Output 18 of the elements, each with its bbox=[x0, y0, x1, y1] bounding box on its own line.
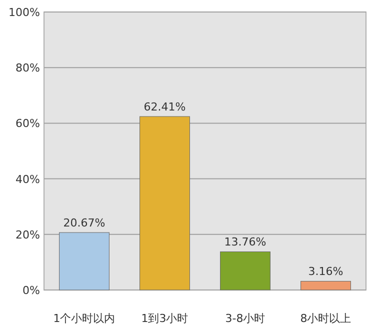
x-tick-label: 1个小时以内 bbox=[53, 312, 116, 325]
bar bbox=[59, 232, 110, 290]
y-tick-label: 20% bbox=[16, 228, 40, 242]
data-label: 13.76% bbox=[224, 236, 266, 249]
y-tick-label: 60% bbox=[16, 117, 40, 130]
bar bbox=[300, 280, 351, 290]
y-tick-label: 100% bbox=[8, 6, 40, 19]
y-tick-label: 0% bbox=[22, 284, 40, 297]
bar bbox=[140, 116, 190, 290]
data-label: 3.16% bbox=[308, 265, 344, 278]
data-label: 62.41% bbox=[144, 100, 186, 114]
x-tick-label: 1到3小时 bbox=[141, 312, 188, 325]
bar bbox=[220, 251, 270, 290]
y-tick-label: 40% bbox=[16, 172, 40, 186]
x-tick-label: 3-8小时 bbox=[225, 312, 266, 325]
x-tick-label: 8小时以上 bbox=[300, 312, 352, 325]
y-tick-label: 80% bbox=[16, 62, 40, 75]
data-label: 20.67% bbox=[63, 216, 106, 230]
